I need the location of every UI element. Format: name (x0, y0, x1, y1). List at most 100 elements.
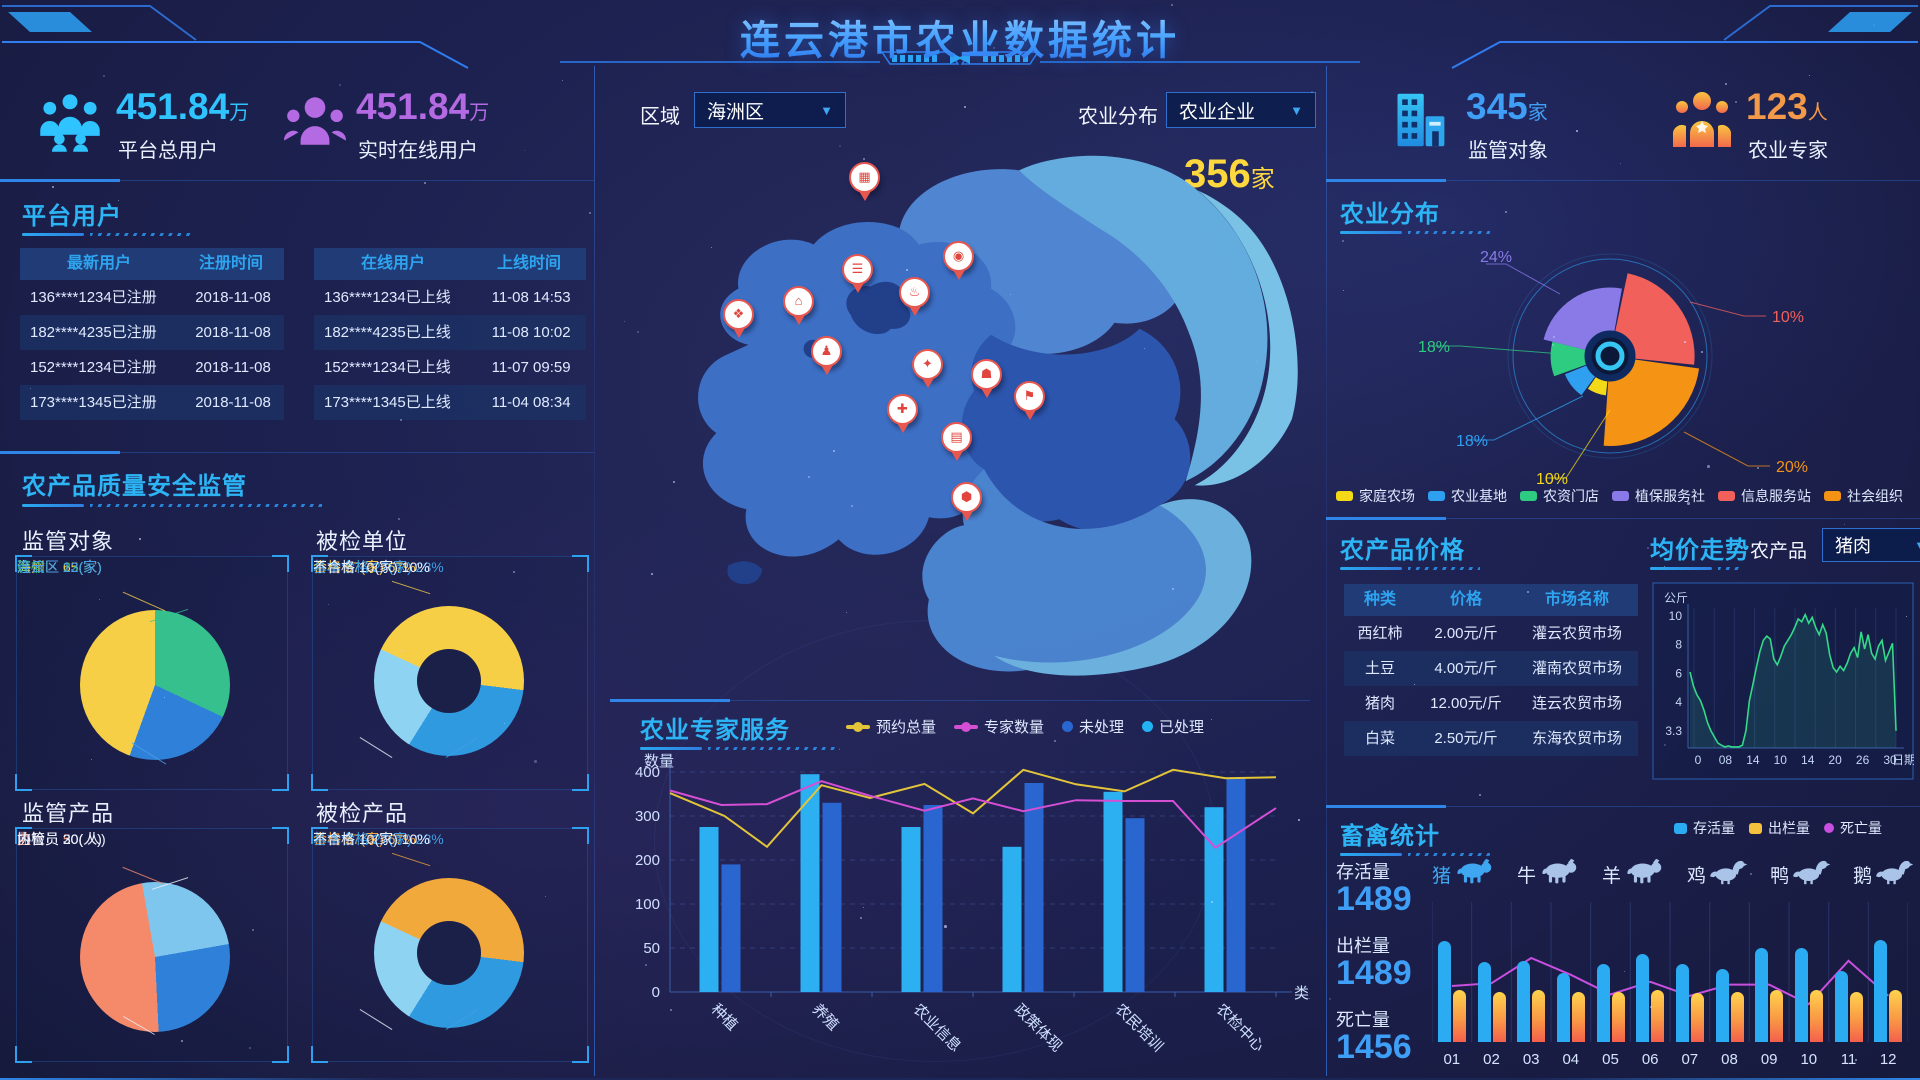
table-row[interactable]: 西红柿 2.00元/斤 灌云农贸市场 (1344, 616, 1638, 651)
alive-bar[interactable] (1517, 960, 1531, 1042)
map-pin[interactable]: ▦ (849, 162, 880, 202)
label-leader-line (359, 1009, 393, 1030)
livestock-bars: 01 02 03 04 05 06 07 08 09 10 11 12 (1432, 902, 1908, 1068)
map-pin[interactable]: ♨ (899, 277, 930, 317)
trend-product-select[interactable]: 猪肉 ▼ (1822, 528, 1920, 562)
animal-tab-鹅[interactable]: 鹅 (1853, 858, 1914, 890)
divider-center-right (1326, 66, 1327, 1076)
alive-bar[interactable] (1437, 941, 1451, 1042)
out-bar[interactable] (1849, 991, 1863, 1042)
animal-tab-牛[interactable]: 牛 (1517, 858, 1580, 890)
star (1054, 740, 1057, 743)
star (1505, 211, 1508, 214)
distribution-select[interactable]: 农业企业 ▼ (1166, 92, 1316, 128)
animal-tab-猪[interactable]: 猪 (1432, 858, 1495, 890)
map-pin[interactable]: ⬢ (951, 482, 982, 522)
map-pin[interactable]: ☰ (842, 254, 873, 294)
table-row[interactable]: 土豆 4.00元/斤 灌南农贸市场 (1344, 651, 1638, 686)
out-bar[interactable] (1651, 990, 1665, 1042)
pie-chart[interactable] (80, 610, 230, 760)
star (98, 637, 101, 640)
legend-label: 死亡量 (1840, 820, 1882, 836)
legend-item[interactable]: 农业基地 (1428, 486, 1507, 506)
legend-item[interactable]: 存活量 (1674, 818, 1735, 838)
table-row[interactable]: 182****4235已上线 11-08 10:02 (314, 315, 586, 350)
alive-bar[interactable] (1636, 953, 1650, 1042)
table-row[interactable]: 173****1345已注册 2018-11-08 (20, 385, 284, 420)
out-bar[interactable] (1770, 990, 1784, 1042)
chart-title-supervise-objects: 监管对象 (22, 529, 115, 554)
alive-bar[interactable] (1715, 969, 1729, 1042)
map-pin[interactable]: ❖ (723, 299, 754, 339)
legend-item[interactable]: 死亡量 (1824, 818, 1882, 838)
quality-section-title: 农产品质量安全监管 (22, 473, 247, 500)
legend-item[interactable]: 未处理 (1062, 716, 1124, 737)
table-row[interactable]: 152****1234已注册 2018-11-08 (20, 350, 284, 385)
legend-item[interactable]: 农资门店 (1520, 486, 1599, 506)
map-pin[interactable]: ⌂ (783, 286, 814, 326)
out-bar[interactable] (1889, 990, 1903, 1042)
out-bar[interactable] (1571, 991, 1585, 1042)
table-cell: 152****1234已注册 (30, 359, 157, 376)
month-label: 04 (1562, 1051, 1580, 1068)
region-map[interactable]: ▦ ☰ ⌂ ❖ ♟ ♨ ◉ ✦ ☗ ⚑ ✚ ▤ ⬢ (598, 132, 1320, 694)
star (1906, 616, 1908, 618)
table-cell: 11-08 14:53 (491, 289, 571, 306)
out-bar[interactable] (1611, 991, 1625, 1042)
star (30, 388, 31, 389)
alive-bar[interactable] (1874, 939, 1888, 1042)
animal-tab-鸡[interactable]: 鸡 (1687, 858, 1748, 890)
out-bar[interactable] (1532, 990, 1546, 1042)
legend-item[interactable]: 社会组织 (1824, 486, 1903, 506)
out-bar[interactable] (1452, 990, 1466, 1042)
map-pin[interactable]: ◉ (943, 241, 974, 281)
map-pin[interactable]: ☗ (971, 359, 1002, 399)
animal-tab-鸭[interactable]: 鸭 (1770, 858, 1831, 890)
pie-chart[interactable] (80, 882, 230, 1032)
map-pin[interactable]: ✚ (887, 394, 918, 434)
table-cell: 白菜 (1364, 730, 1395, 747)
map-pin[interactable]: ⚑ (1014, 381, 1045, 421)
table-row[interactable]: 173****1345已上线 11-04 08:34 (314, 385, 586, 420)
legend-item[interactable]: 已处理 (1142, 716, 1204, 737)
table-row[interactable]: 136****1234已注册 2018-11-08 (20, 280, 284, 315)
legend-item[interactable]: 出栏量 (1749, 818, 1810, 838)
table-row[interactable]: 白菜 2.50元/斤 东海农贸市场 (1344, 721, 1638, 756)
map-pin[interactable]: ▤ (941, 422, 972, 462)
table-row[interactable]: 136****1234已上线 11-08 14:53 (314, 280, 586, 315)
star (1298, 819, 1300, 821)
star (118, 200, 120, 202)
out-bar[interactable] (1730, 991, 1744, 1042)
svg-text:8: 8 (1675, 638, 1682, 652)
alive-bar[interactable] (1675, 963, 1689, 1042)
table-row[interactable]: 182****4235已注册 2018-11-08 (20, 315, 284, 350)
legend-item[interactable]: 植保服务社 (1612, 486, 1705, 506)
out-bar[interactable] (1492, 991, 1506, 1042)
out-bar[interactable] (1690, 993, 1704, 1042)
legend-item[interactable]: 家庭农场 (1336, 486, 1415, 506)
star (1414, 684, 1415, 685)
animal-tab-羊[interactable]: 羊 (1602, 858, 1665, 890)
trend-title: 均价走势 (1650, 537, 1750, 564)
out-bar[interactable] (1809, 990, 1823, 1042)
star (252, 929, 254, 931)
map-pin-icon: ⬢ (951, 482, 982, 513)
alive-bar[interactable] (1755, 948, 1769, 1042)
legend-item[interactable]: 专家数量 (954, 716, 1044, 737)
column-header: 在线用户 (360, 255, 425, 272)
map-pin[interactable]: ♟ (811, 336, 842, 376)
legend-item[interactable]: 信息服务站 (1718, 486, 1811, 506)
star (1552, 344, 1554, 346)
table-row[interactable]: 152****1234已上线 11-07 09:59 (314, 350, 586, 385)
table-row[interactable]: 猪肉 12.00元/斤 连云农贸市场 (1344, 686, 1638, 721)
alive-bar[interactable] (1477, 962, 1491, 1042)
alive-bar[interactable] (1596, 963, 1610, 1042)
alive-bar[interactable] (1556, 973, 1570, 1042)
star (1664, 744, 1666, 746)
map-pin[interactable]: ✦ (912, 349, 943, 389)
legend-label: 预约总量 (876, 719, 937, 736)
alive-bar[interactable] (1794, 948, 1808, 1042)
alive-bar[interactable] (1834, 970, 1848, 1042)
region-select[interactable]: 海洲区 ▼ (694, 92, 846, 128)
legend-item[interactable]: 预约总量 (846, 716, 936, 737)
